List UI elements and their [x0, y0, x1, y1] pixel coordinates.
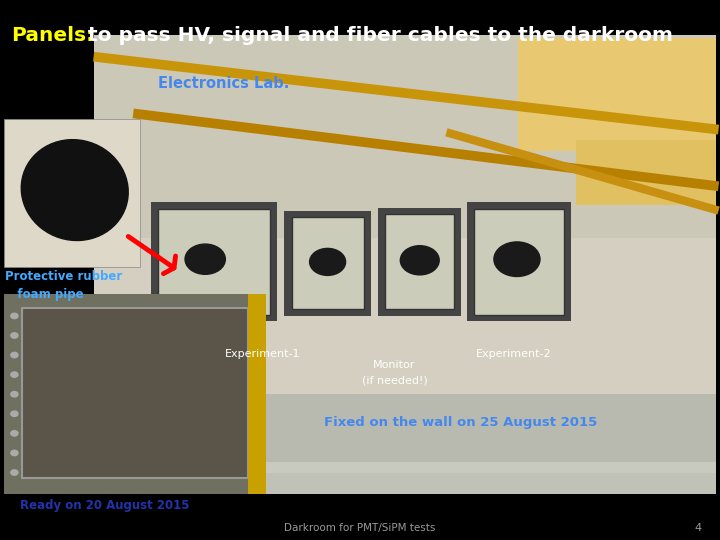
Bar — [248, 294, 266, 494]
Circle shape — [11, 470, 18, 475]
Text: Fixed on the wall on 25 August 2015: Fixed on the wall on 25 August 2015 — [324, 416, 598, 429]
Bar — [151, 202, 277, 321]
Circle shape — [494, 242, 540, 276]
Text: Ready on 20 August 2015: Ready on 20 August 2015 — [19, 500, 189, 512]
Circle shape — [11, 333, 18, 338]
Text: foam pipe: foam pipe — [5, 288, 84, 301]
Bar — [518, 38, 716, 151]
Bar — [378, 208, 461, 316]
Text: Monitor: Monitor — [374, 360, 415, 369]
Bar — [94, 35, 716, 238]
Circle shape — [11, 372, 18, 377]
Text: Darkroom for PMT/SiPM tests: Darkroom for PMT/SiPM tests — [284, 523, 436, 533]
Text: Experiment-2: Experiment-2 — [475, 349, 552, 359]
Bar — [266, 472, 716, 494]
Circle shape — [310, 248, 346, 275]
Text: Electronics Lab.: Electronics Lab. — [158, 76, 289, 91]
Bar — [266, 462, 716, 494]
Circle shape — [400, 246, 439, 275]
Ellipse shape — [22, 140, 128, 240]
Circle shape — [11, 352, 18, 357]
Circle shape — [185, 244, 225, 274]
Bar — [4, 294, 266, 494]
Bar — [94, 38, 716, 494]
Text: Panels:: Panels: — [12, 26, 94, 45]
Bar — [284, 211, 371, 316]
Bar — [94, 394, 716, 494]
Text: Experiment-1: Experiment-1 — [225, 349, 300, 359]
Text: (if needed!): (if needed!) — [361, 376, 428, 386]
Circle shape — [11, 450, 18, 456]
Text: 4: 4 — [695, 523, 702, 533]
Bar — [385, 214, 454, 309]
Circle shape — [11, 411, 18, 416]
Circle shape — [11, 313, 18, 319]
Bar — [474, 209, 564, 315]
Circle shape — [11, 431, 18, 436]
Bar — [576, 140, 716, 205]
Text: Protective rubber: Protective rubber — [5, 270, 122, 283]
Text: to pass HV, signal and fiber cables to the darkroom: to pass HV, signal and fiber cables to t… — [81, 26, 673, 45]
Bar — [467, 202, 571, 321]
Bar — [292, 217, 364, 309]
Circle shape — [11, 392, 18, 397]
Bar — [22, 308, 248, 478]
Bar — [4, 119, 140, 267]
Bar — [158, 209, 270, 315]
